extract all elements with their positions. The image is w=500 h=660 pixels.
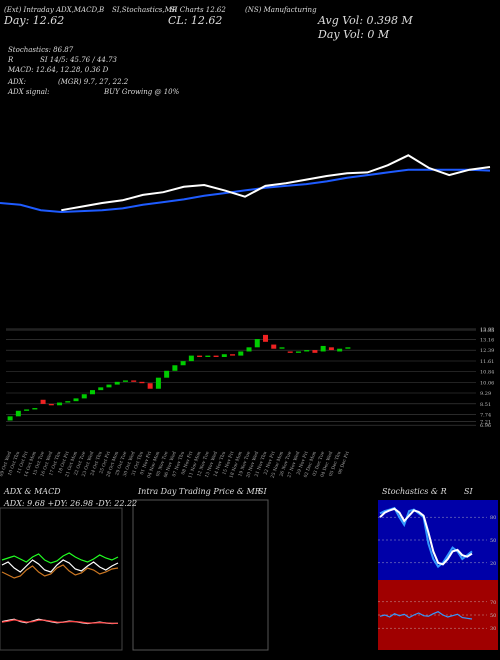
y-tick-label: 13.16 xyxy=(480,338,494,344)
intraday-title: SI xyxy=(258,487,267,496)
y-tick-label: 8.51 xyxy=(480,402,491,408)
y-tick-label: 7.74 xyxy=(480,412,491,418)
candle-body xyxy=(312,350,318,353)
y-tick-label: 10.06 xyxy=(480,380,494,386)
candle-body xyxy=(172,365,178,371)
y-tick-label: 13.85 xyxy=(480,328,494,334)
intraday-title: Intra Day Trading Price & MR xyxy=(137,487,261,496)
header-text: MACD: 12.64, 12.28, 0.36 D xyxy=(7,66,109,74)
candle-body xyxy=(164,370,170,378)
candle-body xyxy=(221,354,227,357)
candle-body xyxy=(114,381,120,385)
intraday-frame xyxy=(132,499,269,651)
header-text: BUY Growing @ 10% xyxy=(103,88,180,96)
candle-body xyxy=(48,403,54,406)
header-text: SI Charts 12.62 xyxy=(170,6,226,14)
y-tick-label: 10.84 xyxy=(480,370,494,376)
series-line xyxy=(61,154,491,212)
candle-body xyxy=(73,398,79,402)
candle-body xyxy=(40,399,46,404)
series-line xyxy=(379,507,473,566)
y-tick-label: 7.21 xyxy=(480,420,491,426)
candle-body xyxy=(57,402,63,406)
header-text: R xyxy=(7,56,14,64)
candle-body xyxy=(106,384,112,388)
candle-body xyxy=(98,387,104,391)
candle-body xyxy=(180,361,186,366)
candle-body xyxy=(213,355,219,357)
header-text: ADX: xyxy=(7,78,26,86)
series-line xyxy=(1,619,118,624)
y-tick-label: 6.96 xyxy=(480,423,491,429)
panel-frame xyxy=(0,507,123,651)
y-tick-label: 9.29 xyxy=(480,391,491,397)
panel-title: Stochastics & R xyxy=(382,487,447,496)
y-tick-label: 11.61 xyxy=(480,359,494,365)
header-text: SI,Stochastics,MR xyxy=(112,6,178,14)
y-tick-label: 70 xyxy=(490,600,496,606)
header-text: (MGR) 9.7, 27, 22.2 xyxy=(58,78,129,86)
candle-body xyxy=(7,416,13,421)
candle-body xyxy=(287,351,293,353)
header-text: Avg Vol: 0.398 M xyxy=(317,14,414,27)
panel-subtitle: ADX: 9.68 +DY: 26.98 -DY: 22.22 xyxy=(3,499,137,508)
candle-body xyxy=(271,344,277,349)
candle-body xyxy=(32,408,38,410)
panel-title: SI xyxy=(464,487,473,496)
series-line xyxy=(1,564,119,579)
series-line xyxy=(1,552,119,564)
header-text: Day Vol: 0 M xyxy=(317,28,390,41)
candle-body xyxy=(246,347,252,352)
candle-body xyxy=(279,347,285,349)
candle-body xyxy=(65,401,71,403)
header-text: CL: 12.62 xyxy=(168,14,222,27)
candle-body xyxy=(238,351,244,356)
candle-body xyxy=(337,348,343,352)
header-text: ADX signal: xyxy=(7,88,49,96)
candle-body xyxy=(188,355,194,362)
candle-body xyxy=(205,355,211,357)
header-text: (Ext) Intraday ADX,MACD,B xyxy=(4,6,104,14)
header-text: Stochastics: 86.87 xyxy=(8,46,74,54)
candle-body xyxy=(81,394,87,399)
candle-body xyxy=(131,380,137,382)
candle-body xyxy=(197,355,203,357)
candle-body xyxy=(230,354,236,356)
y-tick-label: 50 xyxy=(490,538,496,544)
header-text: (NS) Manufacturing xyxy=(245,6,317,14)
y-tick-label: 30 xyxy=(490,626,496,632)
candle-body xyxy=(320,345,326,352)
series-line xyxy=(1,559,119,573)
header-text: SI 14/5: 45.76 / 44.73 xyxy=(40,56,118,64)
series-line xyxy=(379,611,473,620)
header-text: Day: 12.62 xyxy=(3,14,64,27)
candle-body xyxy=(304,350,310,352)
y-tick-label: 50 xyxy=(490,613,496,619)
candle-body xyxy=(345,347,351,349)
y-tick-label: 20 xyxy=(490,561,496,567)
candle-body xyxy=(147,383,153,389)
candle-body xyxy=(328,347,334,351)
panel-title: ADX & MACD xyxy=(3,487,61,496)
candle-body xyxy=(90,390,95,395)
y-tick-label: 12.39 xyxy=(480,348,494,354)
candle-body xyxy=(139,381,145,384)
y-tick-label: 80 xyxy=(490,515,496,521)
y-tick-label: 13.93 xyxy=(480,327,494,333)
candle-body xyxy=(24,409,30,411)
candle-body xyxy=(254,339,260,348)
candle-body xyxy=(122,380,128,382)
candle-body xyxy=(263,334,268,342)
candle-body xyxy=(155,377,161,389)
candle-body xyxy=(295,351,301,353)
series-line xyxy=(0,168,491,214)
candle-body xyxy=(15,410,21,417)
